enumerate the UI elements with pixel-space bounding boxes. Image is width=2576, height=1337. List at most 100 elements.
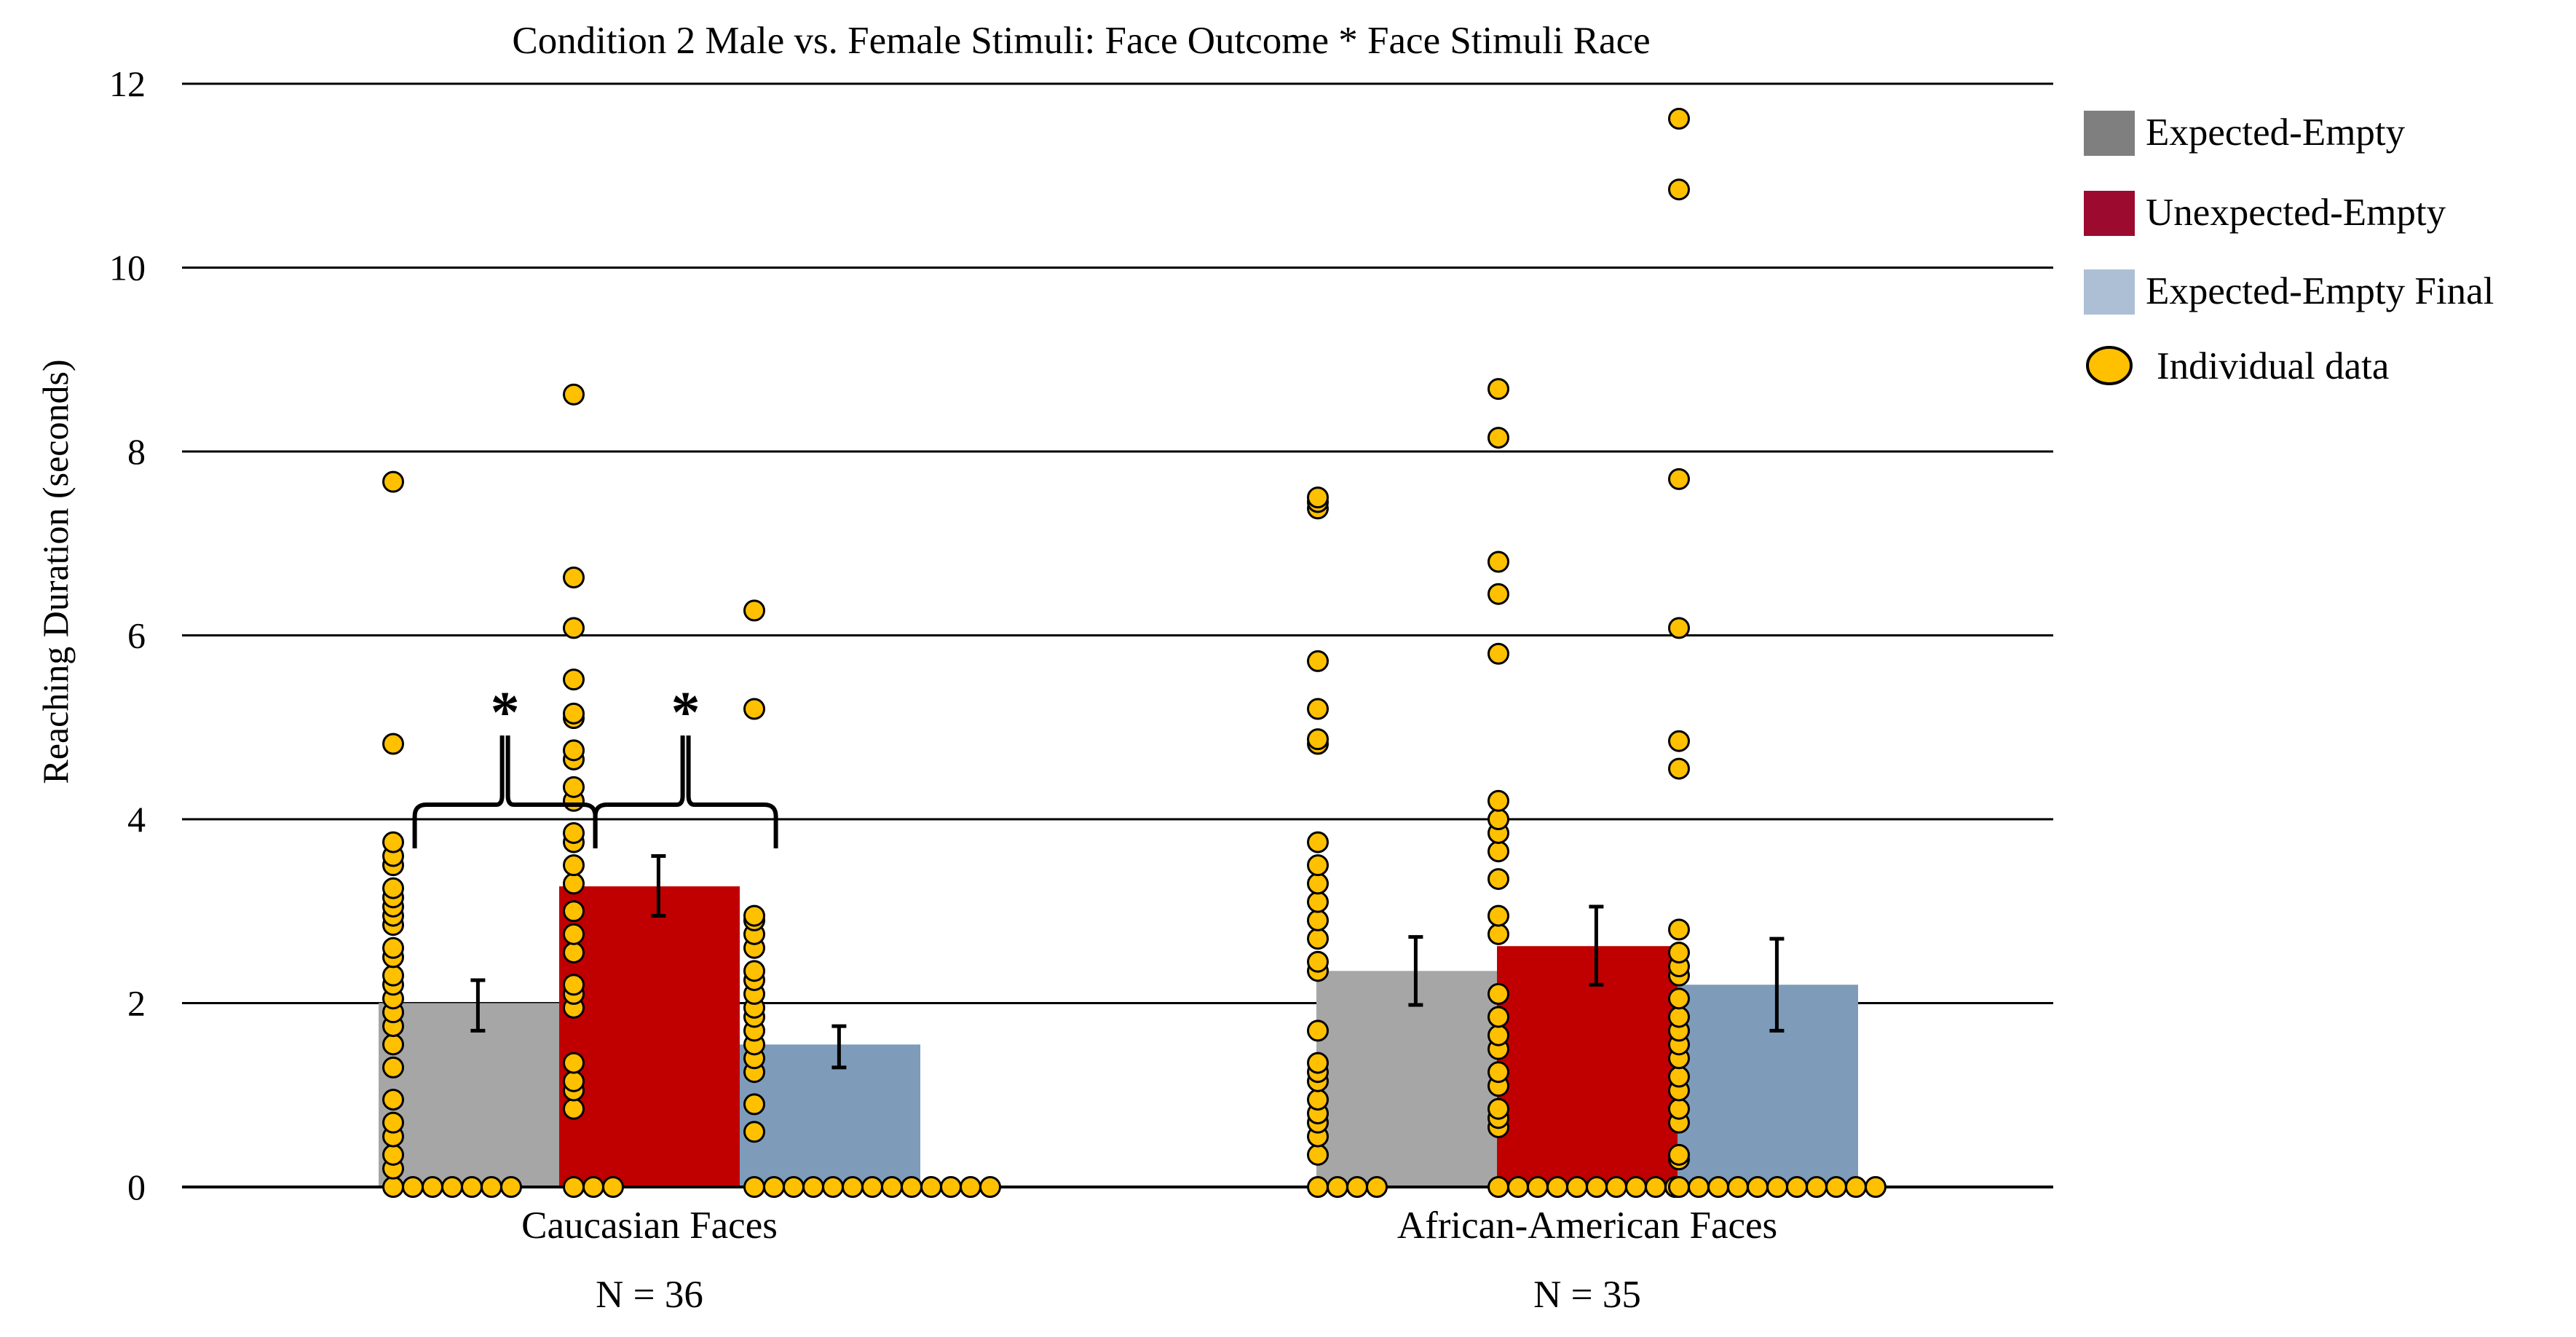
significance-star: * [671,681,700,745]
individual-data-point [881,1176,903,1198]
individual-data-point [1487,1097,1509,1120]
y-axis-label: Reaching Duration (seconds) [35,359,76,784]
individual-data-point [382,1056,404,1078]
individual-data-point [1307,928,1329,950]
legend-swatch-expected-empty [2084,111,2135,156]
individual-data-point [1845,1176,1867,1198]
individual-data-point [563,702,585,725]
individual-data-point [382,1033,404,1056]
error-bar [651,854,666,918]
individual-data-point [1668,918,1690,941]
significance-star: * [491,681,520,745]
individual-data-point [563,739,585,762]
individual-data-point [1307,1019,1329,1042]
individual-data-point [563,566,585,588]
individual-data-point [822,1176,844,1198]
individual-data-point [743,1093,765,1116]
individual-data-point [1806,1176,1828,1198]
individual-data-point [1645,1176,1667,1198]
individual-data-point [1668,730,1690,752]
individual-data-point [1487,868,1509,891]
legend-swatch-individual-data [2086,346,2133,385]
individual-data-point [382,1176,404,1198]
individual-data-point [1668,1065,1690,1088]
individual-data-point [1487,1176,1509,1198]
individual-data-point [582,1176,604,1198]
individual-data-point [1668,1006,1690,1028]
individual-data-point [1586,1176,1608,1198]
individual-data-point [563,854,585,877]
x-category-label: Caucasian Faces [521,1204,778,1247]
individual-data-point [563,1052,585,1074]
error-bar [1769,936,1785,1033]
y-tick-labels: 0 2 4 6 8 10 12 [109,63,146,1207]
individual-data-point [1487,551,1509,573]
individual-data-point [1668,107,1690,130]
y-tick-label: 0 [127,1167,146,1207]
individual-data-point [1865,1176,1886,1198]
individual-data-point [1327,1176,1348,1198]
y-tick-label: 6 [127,615,146,656]
individual-data-point [1487,789,1509,812]
individual-data-point [382,936,404,959]
individual-data-point [1307,891,1329,913]
individual-data-point [1346,1176,1368,1198]
legend-label: Unexpected-Empty [2146,192,2446,234]
error-bar [470,978,486,1033]
y-tick-label: 4 [127,799,146,840]
individual-data-point [563,974,585,996]
individual-data-point [1668,987,1690,1010]
individual-data-point [461,1176,483,1198]
individual-data-point [1487,923,1509,945]
legend-label: Individual data [2157,345,2389,387]
error-bars [470,854,1785,1070]
individual-data-point [1487,1061,1509,1084]
individual-data-point [1727,1176,1749,1198]
individual-data-point [563,617,585,639]
individual-data-point [1668,468,1690,490]
individual-data-point [563,668,585,691]
individual-data-point [563,821,585,844]
individual-data-point [743,698,765,720]
individual-data-point [1668,1143,1690,1166]
individual-data-point [1625,1176,1647,1198]
individual-data-point [1487,642,1509,665]
individual-data-point [1366,1176,1388,1198]
individual-data-point [1307,1089,1329,1111]
individual-data-point [382,1111,404,1134]
individual-data-point [1487,378,1509,401]
individual-data-point [441,1176,463,1198]
individual-data-point [563,1070,585,1092]
individual-data-point [1487,904,1509,927]
individual-data-point [1668,1097,1690,1120]
individual-data-point [1307,950,1329,973]
individual-data-point [1487,840,1509,863]
individual-data-point [500,1176,522,1198]
individual-data-point [1688,1176,1710,1198]
individual-data-point [940,1176,962,1198]
individual-data-point [382,733,404,755]
y-tick-label: 2 [127,983,146,1024]
individual-data-point [1307,872,1329,895]
individual-data-points [382,107,1886,1198]
individual-data-point [382,831,404,853]
individual-data-point [783,1176,805,1198]
individual-data-point [563,942,585,964]
individual-data-point [1487,1006,1509,1028]
individual-data-point [1668,617,1690,639]
individual-data-point [481,1176,502,1198]
individual-data-point [563,900,585,923]
individual-data-point [1668,178,1690,201]
bar-expected-empty [1316,971,1497,1187]
individual-data-point [1825,1176,1847,1198]
individual-data-point [563,923,585,945]
individual-data-point [382,1089,404,1111]
individual-data-point [1566,1176,1588,1198]
x-category-label: African-American Faces [1397,1204,1777,1247]
individual-data-point [382,964,404,987]
individual-data-point [602,1176,624,1198]
sample-size-label: N = 35 [1533,1274,1641,1316]
y-tick-label: 12 [109,63,146,104]
bar-unexpected-empty [559,886,740,1187]
